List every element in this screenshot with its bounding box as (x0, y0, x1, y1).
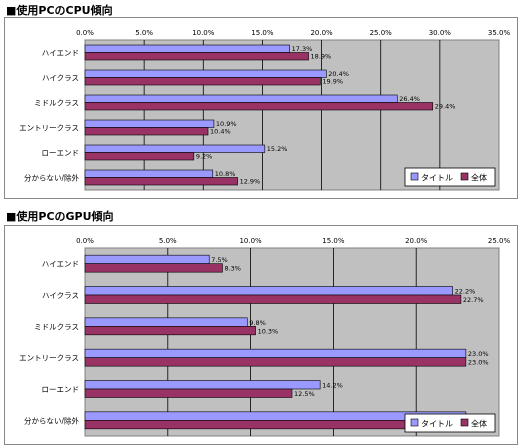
legend-swatch (410, 418, 419, 427)
legend-swatch (460, 418, 469, 427)
category-label: ハイクラス (42, 74, 79, 83)
x-tick-label: 15.0% (251, 29, 274, 37)
category-label: エントリークラス (19, 354, 79, 363)
bar-value-label: 8.3% (224, 265, 241, 273)
x-tick-label: 20.0% (310, 29, 333, 37)
category-label: 分からない/除外 (24, 415, 80, 425)
bar-value-label: 9.8% (249, 319, 266, 327)
x-tick-label: 5.0% (135, 29, 153, 37)
bar (84, 263, 223, 273)
bar-value-label: 10.3% (258, 327, 279, 335)
category-label: ローエンド (42, 149, 80, 158)
bar (84, 177, 238, 186)
legend-label: 全体 (471, 173, 487, 183)
bar (84, 69, 327, 78)
bar-value-label: 15.2% (267, 145, 288, 153)
bar (84, 119, 215, 128)
bar (84, 380, 321, 390)
bar (84, 388, 293, 398)
x-tick-label: 25.0% (370, 29, 393, 37)
bar (84, 294, 462, 304)
bar-value-label: 29.4% (435, 103, 456, 111)
legend-label: 全体 (471, 419, 487, 429)
bar-value-label: 9.2% (196, 153, 213, 161)
bar-value-label: 20.4% (328, 70, 349, 78)
category-label: ハイエンド (42, 260, 79, 269)
bar-value-label: 12.9% (240, 178, 261, 186)
gpu-chart-title: ■使用PCのGPU傾向 (6, 210, 114, 223)
bar-value-label: 18.9% (311, 53, 332, 61)
x-tick-label: 0.0% (76, 29, 94, 37)
bar (84, 77, 321, 86)
x-tick-label: 30.0% (429, 29, 452, 37)
gpu-chart: 0.0% 5.0% 10.0% 15.0% 20.0% 25.0% ハイエンド 7.5% 8.3… (4, 225, 518, 445)
bar-value-label: 26.4% (399, 95, 420, 103)
category-label: ハイクラス (42, 291, 79, 300)
bar-value-label: 22.2% (455, 288, 476, 296)
bar-value-label: 12.5% (294, 390, 315, 398)
x-tick-label: 35.0% (488, 29, 511, 37)
bar-value-label: 10.9% (216, 120, 237, 128)
x-tick-label: 10.0% (239, 237, 262, 245)
bar-value-label: 17.3% (292, 45, 313, 53)
cpu-chart-svg: 0.0% 5.0% 10.0% 15.0% 20.0% 25.0% 30.0% 35.0% ハイ… (19, 29, 511, 191)
bar-value-label: 22.7% (463, 296, 484, 304)
bar (84, 254, 210, 264)
bar (84, 286, 453, 296)
cpu-chart-title: ■使用PCのCPU傾向 (6, 4, 113, 17)
x-tick-label: 5.0% (159, 237, 177, 245)
bar (84, 317, 248, 327)
legend-swatch (410, 172, 419, 181)
bar (84, 52, 309, 61)
bar (84, 144, 266, 153)
bar-value-label: 10.8% (215, 170, 236, 178)
bar (84, 94, 398, 103)
bar-value-label: 7.5% (211, 256, 228, 264)
bar-value-label: 10.4% (210, 128, 231, 136)
bar (84, 127, 209, 136)
bar (84, 44, 290, 53)
gpu-chart-svg: 0.0% 5.0% 10.0% 15.0% 20.0% 25.0% ハイエンド 7.5%8.3… (19, 237, 511, 437)
category-label: ハイエンド (42, 49, 79, 58)
legend-label: タイトル (421, 174, 453, 183)
legend-box (404, 167, 496, 187)
x-tick-label: 15.0% (322, 237, 345, 245)
bar (84, 357, 467, 367)
legend-label: タイトル (421, 420, 453, 429)
cpu-chart: 0.0% 5.0% 10.0% 15.0% 20.0% 25.0% 30.0% 35.0% ハイ… (4, 17, 518, 199)
category-label: エントリークラス (19, 124, 79, 133)
category-label: ミドルクラス (34, 99, 79, 108)
x-tick-label: 10.0% (192, 29, 215, 37)
category-label: ローエンド (42, 385, 80, 394)
bar (84, 169, 214, 178)
bar (84, 348, 467, 358)
bar-value-label: 23.0% (468, 350, 489, 358)
category-label: 分からない/除外 (24, 173, 80, 183)
x-tick-label: 20.0% (405, 237, 428, 245)
plot-area (84, 247, 500, 437)
bar (84, 152, 195, 161)
bar (84, 326, 256, 336)
bar-value-label: 19.9% (322, 78, 343, 86)
legend-swatch (460, 172, 469, 181)
category-label: ミドルクラス (34, 322, 79, 331)
x-tick-label: 0.0% (76, 237, 94, 245)
x-tick-label: 25.0% (488, 237, 511, 245)
plot-area (84, 39, 500, 191)
bar-value-label: 14.2% (322, 382, 343, 390)
bar-value-label: 23.0% (468, 359, 489, 367)
legend-box (404, 413, 496, 433)
bar (84, 102, 434, 111)
